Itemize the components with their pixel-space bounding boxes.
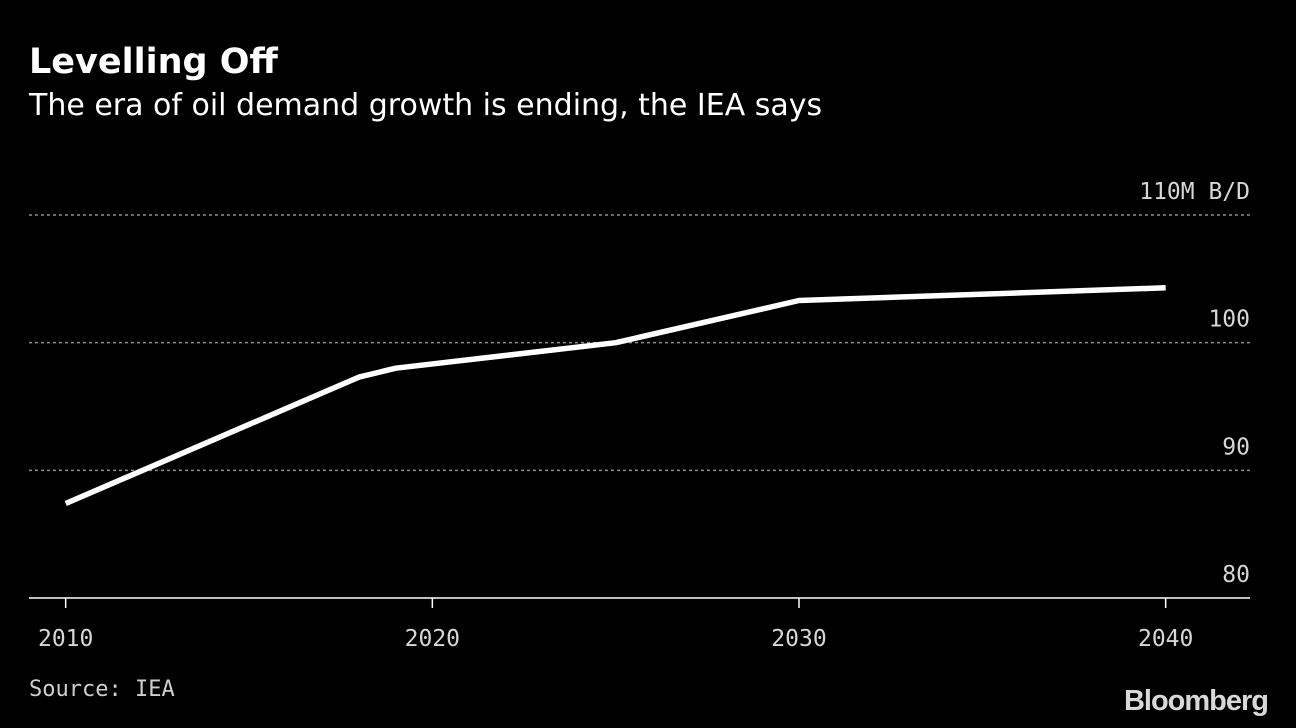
x-tick-label-2010: 2010 bbox=[38, 626, 93, 652]
chart-title: Levelling Off bbox=[29, 42, 278, 82]
x-tick-label-2030: 2030 bbox=[771, 626, 826, 652]
y-axis-ticks: 80 90 100 110M B/D bbox=[1139, 179, 1250, 588]
bloomberg-logo: Bloomberg bbox=[1123, 685, 1269, 717]
x-tick-label-2040: 2040 bbox=[1138, 626, 1193, 652]
gridlines bbox=[29, 214, 1250, 472]
y-tick-label-100: 100 bbox=[1208, 307, 1250, 333]
series-line-0 bbox=[64, 285, 1166, 507]
x-tick-label-2020: 2020 bbox=[405, 626, 460, 652]
y-tick-label-80: 80 bbox=[1222, 562, 1250, 588]
chart-subtitle: The era of oil demand growth is ending, … bbox=[29, 88, 823, 123]
series-layer bbox=[64, 285, 1166, 507]
y-tick-label-110: 110M B/D bbox=[1139, 179, 1250, 205]
x-axis-ticks: 2010 2020 2030 2040 bbox=[38, 598, 1193, 652]
source-note: Source: IEA bbox=[29, 677, 175, 702]
y-tick-label-90: 90 bbox=[1222, 434, 1250, 460]
